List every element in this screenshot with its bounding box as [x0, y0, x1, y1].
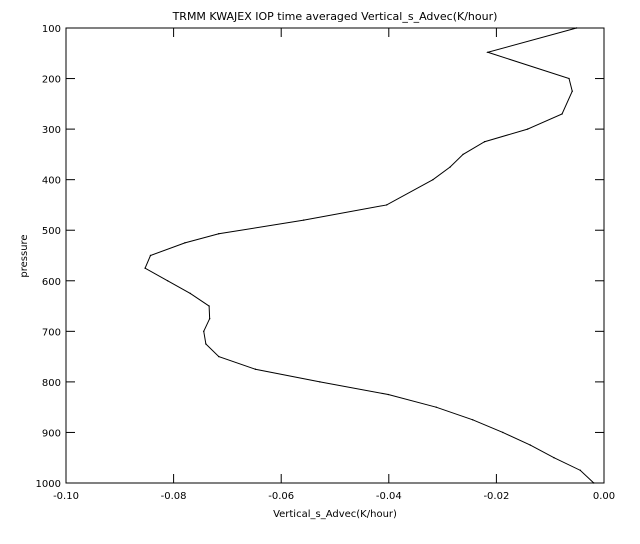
- y-tick-label: 100: [42, 24, 61, 35]
- data-point: [208, 305, 210, 307]
- data-point: [218, 355, 220, 358]
- data-point: [166, 280, 169, 282]
- data-point: [149, 254, 152, 257]
- data-point: [575, 27, 578, 29]
- data-point: [387, 393, 389, 396]
- y-tick-label: 800: [42, 378, 61, 389]
- data-point: [189, 292, 191, 295]
- data-point: [184, 242, 186, 244]
- x-tick-label: -0.08: [161, 491, 187, 502]
- y-tick-label: 600: [42, 277, 61, 288]
- data-point: [487, 51, 489, 53]
- y-tick-label: 1000: [36, 479, 61, 490]
- data-point: [385, 204, 388, 206]
- data-point: [568, 77, 570, 80]
- x-tick-label: -0.04: [376, 491, 402, 502]
- data-point: [579, 469, 582, 472]
- data-point: [435, 406, 437, 408]
- data-point: [303, 219, 305, 221]
- data-point: [218, 233, 220, 235]
- data-point: [205, 343, 207, 345]
- data-point: [432, 178, 434, 181]
- y-axis-ticks: [66, 27, 604, 484]
- data-point: [254, 368, 257, 370]
- series-line: [144, 27, 595, 484]
- y-axis-tick-labels: 100 200 300 400 500 600 700 800 900 1000: [36, 24, 61, 490]
- data-point: [449, 166, 451, 168]
- data-point: [571, 90, 573, 92]
- y-axis-label: pressure: [19, 234, 30, 277]
- y-tick-label: 300: [42, 125, 61, 136]
- data-point: [472, 419, 474, 421]
- data-point: [483, 141, 486, 143]
- y-tick-label: 200: [42, 75, 61, 86]
- x-tick-label: -0.02: [483, 491, 509, 502]
- x-tick-label: -0.10: [53, 491, 79, 502]
- data-point: [553, 457, 555, 459]
- y-tick-label: 500: [42, 226, 61, 237]
- y-tick-label: 400: [42, 176, 61, 187]
- x-tick-label: -0.06: [268, 491, 294, 502]
- plot-frame: [65, 27, 605, 484]
- data-point: [462, 153, 464, 156]
- data-point: [593, 482, 595, 484]
- data-point: [529, 444, 531, 446]
- data-point: [502, 431, 504, 434]
- data-point: [526, 128, 529, 130]
- data-point: [561, 113, 563, 115]
- x-axis-label: Vertical_s_Advec(K/hour): [273, 509, 397, 520]
- x-axis-ticks: [65, 28, 605, 483]
- y-tick-label: 700: [42, 327, 61, 338]
- chart-title: TRMM KWAJEX IOP time averaged Vertical_s…: [172, 10, 498, 23]
- data-point: [203, 330, 205, 333]
- series-layer: [144, 27, 595, 484]
- y-tick-label: 900: [42, 428, 61, 439]
- x-tick-label: 0.00: [593, 491, 615, 502]
- data-point: [144, 267, 146, 269]
- x-axis-tick-labels: -0.10 -0.08 -0.06 -0.04 -0.02 0.00: [53, 491, 615, 502]
- data-point: [208, 317, 211, 320]
- data-point: [319, 381, 321, 383]
